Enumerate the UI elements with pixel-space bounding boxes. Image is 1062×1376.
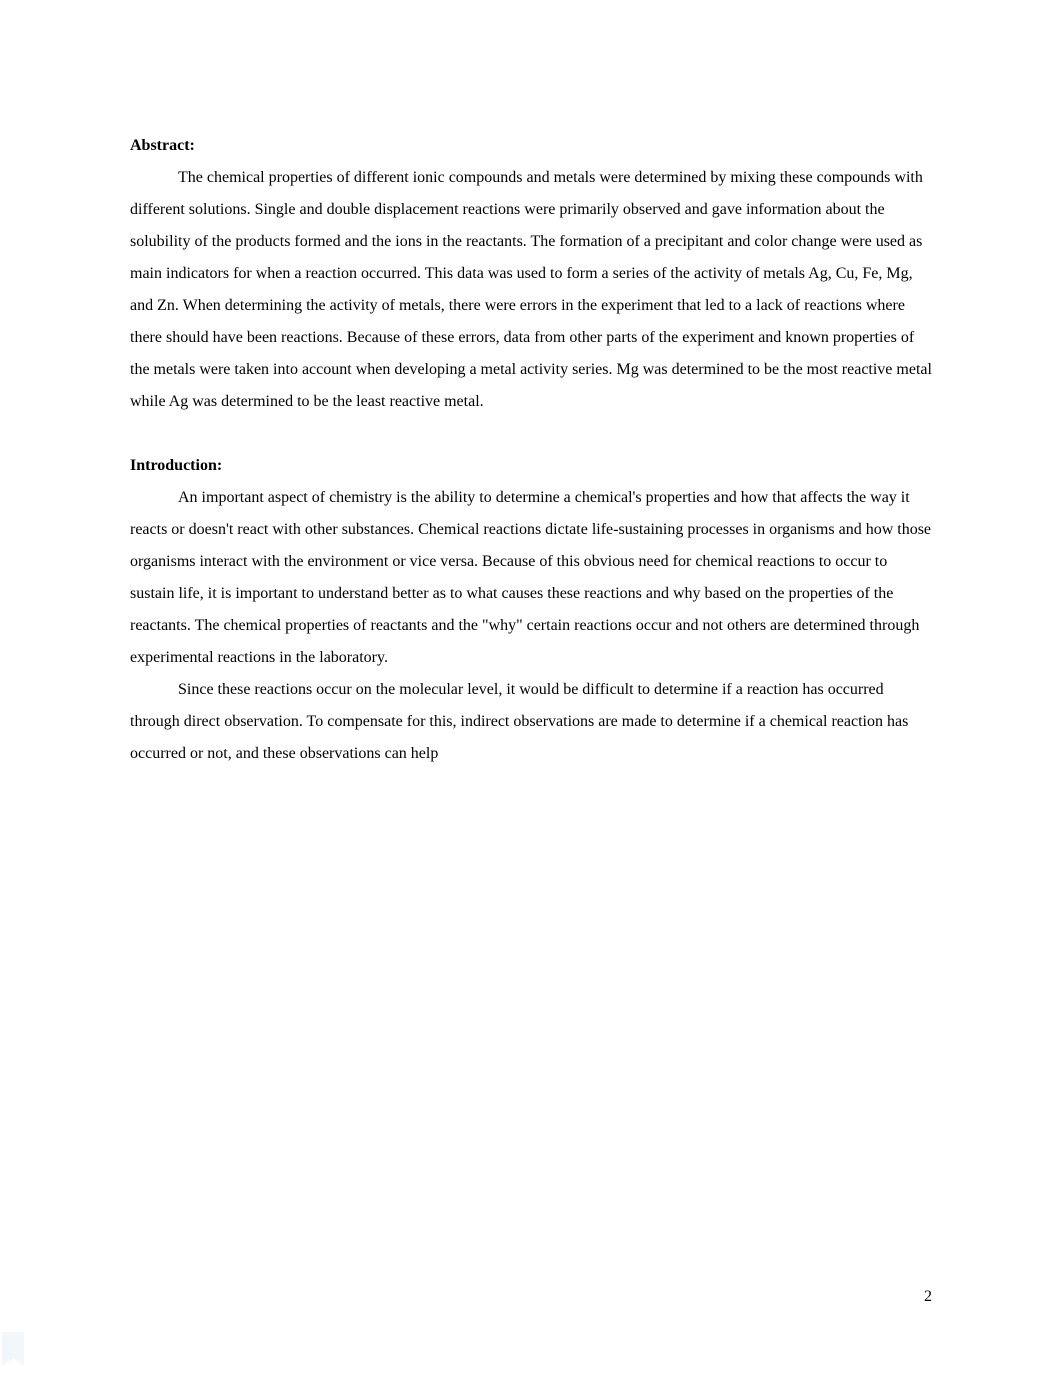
introduction-paragraph-1: An important aspect of chemistry is the … xyxy=(130,482,932,674)
abstract-paragraph: The chemical properties of different ion… xyxy=(130,162,932,418)
introduction-paragraph-2: Since these reactions occur on the molec… xyxy=(130,674,932,770)
watermark-icon xyxy=(0,1328,26,1370)
introduction-heading: Introduction: xyxy=(130,450,932,482)
page-number: 2 xyxy=(924,1288,932,1306)
document-page: Abstract: The chemical properties of dif… xyxy=(0,0,1062,1376)
section-gap xyxy=(130,418,932,450)
abstract-heading: Abstract: xyxy=(130,130,932,162)
